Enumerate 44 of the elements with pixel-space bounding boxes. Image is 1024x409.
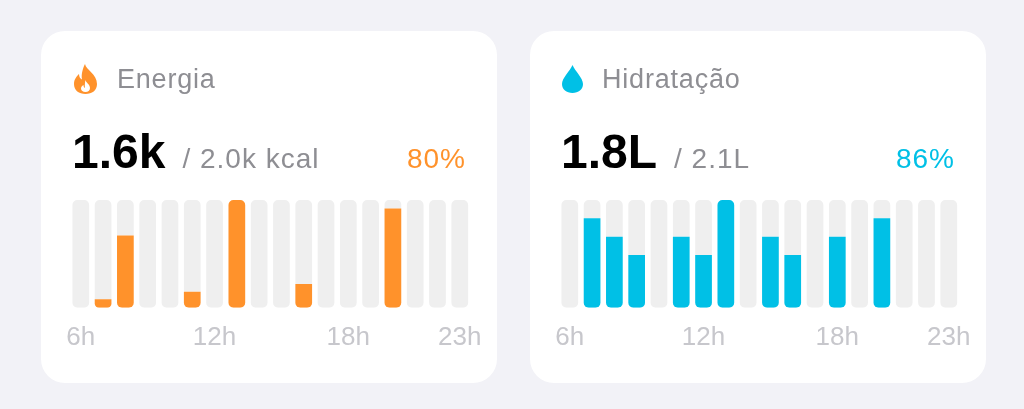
text: 80% <box>406 143 466 175</box>
x-tick-label: 23h <box>438 320 482 351</box>
bar <box>762 200 779 237</box>
bar <box>762 236 779 308</box>
bar <box>784 200 802 255</box>
x-tick-label: 12h <box>681 320 726 351</box>
bar <box>183 291 201 308</box>
bar <box>784 254 802 308</box>
bar <box>384 208 402 308</box>
chart-title: Hidratação <box>602 64 741 94</box>
bar <box>628 200 646 255</box>
bar <box>117 235 134 308</box>
x-tick-label: 12h <box>192 320 237 351</box>
x-tick-label: 6h <box>66 320 96 351</box>
bar <box>717 200 735 308</box>
bar <box>228 200 246 308</box>
bar <box>295 200 313 285</box>
bar <box>117 200 134 236</box>
text: 1.6k <box>72 125 166 178</box>
bar <box>672 200 690 237</box>
text: / 2.0k kcal <box>182 143 320 175</box>
text: / 2.1L <box>674 143 751 175</box>
bar <box>828 236 846 308</box>
bar <box>672 236 690 308</box>
x-tick-label: 18h <box>326 320 370 351</box>
bar <box>295 284 313 308</box>
text: 1.8L <box>561 125 658 178</box>
x-tick-label: 23h <box>927 320 971 351</box>
x-tick-label: 6h <box>555 320 585 351</box>
bar <box>183 200 201 292</box>
bar <box>873 218 891 308</box>
bar <box>828 200 846 237</box>
x-tick-label: 18h <box>815 320 859 351</box>
bar <box>94 200 112 300</box>
bar <box>583 200 601 219</box>
bar <box>583 218 601 308</box>
bar <box>695 254 712 308</box>
bar <box>606 200 623 237</box>
chart-title: Energia <box>117 64 216 94</box>
bar <box>873 200 891 219</box>
bar <box>628 254 646 308</box>
text: 86% <box>895 143 955 175</box>
bar <box>695 200 712 255</box>
bar <box>606 236 623 308</box>
